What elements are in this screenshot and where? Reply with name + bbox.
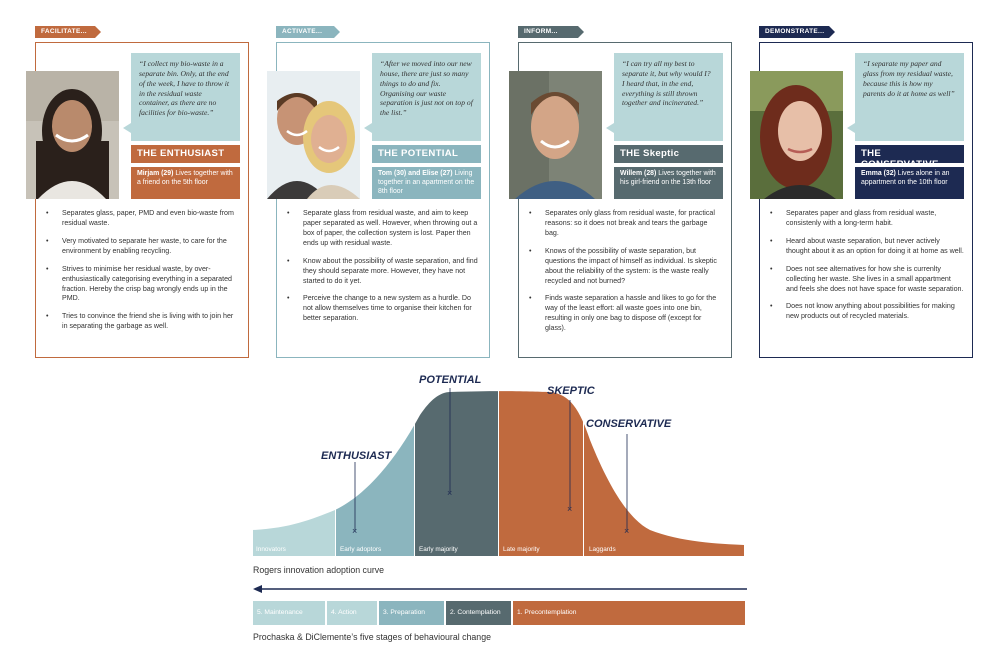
bullet-item: Strives to minimise her residual waste, … — [44, 265, 240, 305]
marker-enthusiast: × — [352, 526, 358, 536]
tag-facilitate-label: FACILITATE... — [41, 28, 87, 35]
bullet-item: Does not know anything about possibiliti… — [768, 302, 964, 322]
curve-caption: Rogers innovation adoption curve — [253, 565, 385, 575]
persona-title: THE POTENTIAL — [372, 145, 481, 163]
bullet-item: Separate glass from residual waste, and … — [285, 209, 481, 249]
persona-card-conservative: “I separate my paper and glass from my r… — [750, 42, 973, 358]
persona-quote-box: “I can try all my best to separate it, b… — [606, 53, 723, 141]
tag-demonstrate: DEMONSTRATE... — [759, 26, 835, 38]
bullet-item: Knows of the possibility of waste separa… — [527, 247, 723, 287]
bullet-item: Finds waste separation a hassle and like… — [527, 294, 723, 334]
bullet-item: Separates paper and glass from residual … — [768, 209, 964, 229]
stage-preparation: 3. Preparation — [379, 601, 444, 625]
persona-name: Mirjam (29) — [137, 170, 174, 177]
stage-contemplation: 2. Contemplation — [446, 601, 511, 625]
bullet-item: Does not see alternatives for how she is… — [768, 265, 964, 295]
bullet-item: Tries to convince the friend she is livi… — [44, 312, 240, 332]
persona-title: THE CONSERVATIVE — [855, 145, 964, 170]
persona-name: Emma (32) — [861, 170, 896, 177]
persona-photo-mirjam — [26, 71, 119, 199]
segment-label-laggards: Laggards — [589, 546, 616, 553]
persona-bullets: Separates glass, paper, PMD and even bio… — [44, 209, 240, 340]
stage-maintenance: 5. Maintenance — [253, 601, 325, 625]
persona-bullets: Separates paper and glass from residual … — [768, 209, 964, 330]
persona-photo-willem — [509, 71, 602, 199]
persona-desc-text: Living together in an apartment on the 8… — [378, 170, 475, 195]
tag-activate: ACTIVATE... — [276, 26, 340, 38]
persona-description: Emma (32) Lives alone in an appartment o… — [855, 167, 964, 199]
marker-skeptic: × — [567, 504, 573, 514]
persona-quote-box: “After we moved into our new house, ther… — [364, 53, 481, 141]
persona-card-potential: “After we moved into our new house, ther… — [267, 42, 490, 358]
stage-precontemplation: 1. Precontemplation — [513, 601, 745, 625]
persona-description: Willem (28) Lives together with his girl… — [614, 167, 723, 199]
segment-label-innovators: Innovators — [256, 546, 286, 553]
tag-facilitate: FACILITATE... — [35, 26, 101, 38]
bullet-item: Separates only glass from residual waste… — [527, 209, 723, 239]
segment-early-adoptors — [336, 391, 414, 556]
persona-photo-emma — [750, 71, 843, 199]
persona-quote: “I separate my paper and glass from my r… — [863, 59, 955, 98]
persona-quote: “After we moved into our new house, ther… — [380, 59, 473, 118]
curve-label-potential: POTENTIAL — [419, 374, 482, 386]
persona-bullets: Separate glass from residual waste, and … — [285, 209, 481, 332]
bullet-item: Heard about waste separation, but never … — [768, 237, 964, 257]
tag-demonstrate-label: DEMONSTRATE... — [765, 28, 825, 35]
segment-label-early-adoptors: Early adoptors — [340, 546, 382, 553]
bullet-item: Perceive the change to a new system as a… — [285, 294, 481, 324]
bullet-item: Know about the possibility of waste sepa… — [285, 257, 481, 287]
persona-card-enthusiast: “I collect my bio-waste in a separate bi… — [26, 42, 249, 358]
segment-laggards — [584, 391, 744, 556]
stages-caption: Prochaska & DiClemente’s five stages of … — [253, 632, 491, 642]
marker-potential: × — [447, 488, 453, 498]
tag-inform: INFORM... — [518, 26, 584, 38]
segment-late-majority — [499, 391, 583, 556]
segment-innovators — [253, 391, 335, 556]
curve-label-skeptic: SKEPTIC — [547, 385, 595, 397]
persona-photo-tom-elise — [267, 71, 360, 199]
persona-name: Willem (28) — [620, 170, 657, 177]
persona-desc-text: Lives alone in an appartment on the 10th… — [861, 170, 950, 186]
marker-conservative: × — [624, 526, 630, 536]
persona-quote: “I collect my bio-waste in a separate bi… — [139, 59, 229, 118]
adoption-curve — [253, 388, 744, 556]
persona-desc-text: Lives together with his girl-friend on t… — [620, 170, 716, 186]
bullet-item: Very motivated to separate her waste, to… — [44, 237, 240, 257]
persona-description: Tom (30) and Elise (27) Living together … — [372, 167, 481, 199]
persona-desc-text: Lives together with a friend on the 5th … — [137, 170, 233, 186]
persona-name: Tom (30) and Elise (27) — [378, 170, 453, 177]
segment-early-majority — [415, 391, 498, 556]
segment-label-early-majority: Early majority — [419, 546, 458, 553]
tag-activate-label: ACTIVATE... — [282, 28, 323, 35]
persona-quote: “I can try all my best to separate it, b… — [622, 59, 711, 108]
persona-bullets: Separates only glass from residual waste… — [527, 209, 723, 342]
persona-title: THE Skeptic — [614, 145, 723, 163]
curve-label-enthusiast: ENTHUSIAST — [321, 450, 392, 462]
persona-title: THE ENTHUSIAST — [131, 145, 240, 163]
tag-inform-label: INFORM... — [524, 28, 558, 35]
persona-quote-box: “I separate my paper and glass from my r… — [847, 53, 964, 141]
bullet-item: Separates glass, paper, PMD and even bio… — [44, 209, 240, 229]
persona-description: Mirjam (29) Lives together with a friend… — [131, 167, 240, 199]
segment-label-late-majority: Late majority — [503, 546, 540, 553]
persona-quote-box: “I collect my bio-waste in a separate bi… — [123, 53, 240, 141]
persona-card-skeptic: “I can try all my best to separate it, b… — [509, 42, 732, 358]
stage-action: 4. Action — [327, 601, 377, 625]
direction-arrow — [253, 585, 747, 593]
curve-label-conservative: CONSERVATIVE — [586, 418, 672, 430]
